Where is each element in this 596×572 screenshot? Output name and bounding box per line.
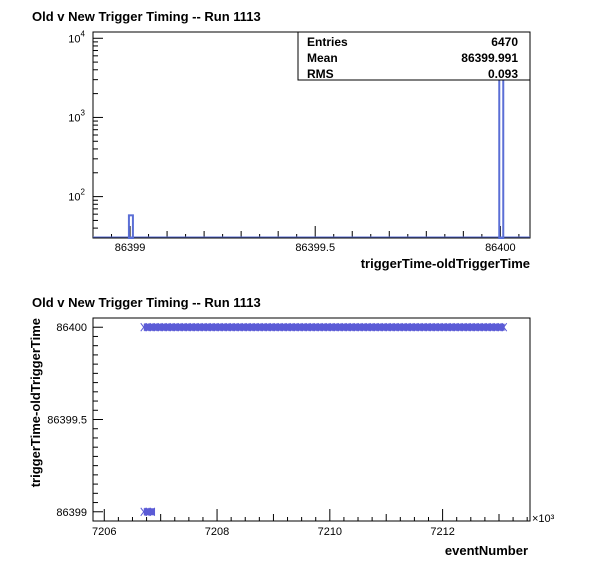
plot-frame: [92, 317, 531, 522]
x-tick-label: 86400: [485, 242, 516, 254]
x-tick-label: 7206: [92, 526, 116, 538]
scatter-point: [500, 322, 508, 332]
stats-mean-label: Mean: [307, 51, 338, 65]
x-axis-multiplier: ×10³: [532, 513, 555, 525]
chart-title: Old v New Trigger Timing -- Run 1113: [32, 295, 261, 310]
y-axis: 86400 86399.5 86399: [47, 322, 103, 519]
histogram-bars: [93, 52, 530, 239]
stats-rms-value: 0.093: [488, 67, 518, 81]
x-axis-label: eventNumber: [445, 543, 528, 558]
scatter-point: [148, 507, 156, 517]
stats-entries-value: 6470: [491, 35, 518, 49]
y-tick-label: 102: [68, 188, 85, 204]
stats-rms-label: RMS: [307, 67, 334, 81]
histogram-chart: Old v New Trigger Timing -- Run 1113 104…: [32, 9, 531, 271]
scatter-band: [143, 508, 156, 516]
scatter-chart: Old v New Trigger Timing -- Run 1113 864…: [28, 295, 555, 558]
stats-mean-value: 86399.991: [461, 51, 518, 65]
y-tick-label: 86400: [56, 322, 87, 334]
x-axis-label: triggerTime-oldTriggerTime: [361, 256, 530, 271]
x-tick-label: 7212: [430, 526, 454, 538]
scatter-points: [140, 322, 508, 517]
x-axis: 7206 7208 7210 7212: [92, 509, 528, 538]
x-tick-label: 86399: [115, 242, 146, 254]
y-axis-label: triggerTime-oldTriggerTime: [28, 318, 43, 487]
y-tick-label: 103: [68, 108, 85, 124]
x-tick-label: 7208: [205, 526, 229, 538]
histogram-bar: [127, 214, 134, 239]
x-tick-label: 7210: [318, 526, 342, 538]
x-tick-label: 86399.5: [295, 242, 335, 254]
y-tick-label: 86399: [56, 507, 87, 519]
stats-frame: [297, 31, 531, 81]
x-axis: 86399 86399.5 86400: [92, 226, 520, 254]
stats-entries-label: Entries: [307, 35, 348, 49]
y-tick-label: 86399.5: [47, 415, 87, 427]
y-axis: 104 103 102: [68, 29, 103, 239]
histogram-bar: [498, 52, 505, 239]
chart-title: Old v New Trigger Timing -- Run 1113: [32, 9, 261, 24]
stats-box: Entries 6470 Mean 86399.991 RMS 0.093: [297, 31, 531, 81]
y-tick-label: 104: [68, 29, 85, 45]
